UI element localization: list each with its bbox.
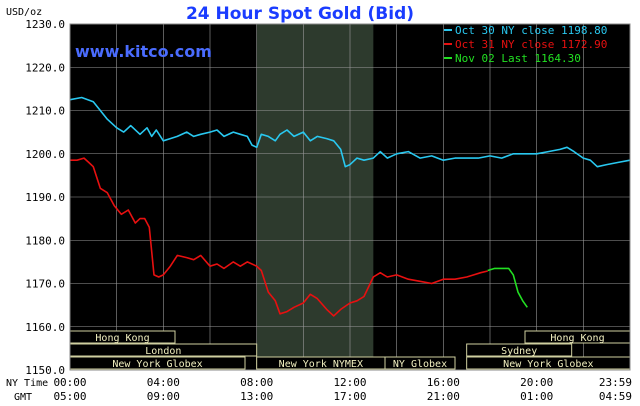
x-tick-label-ny: 12:00	[333, 376, 366, 389]
y-tick-label: 1230.0	[25, 18, 65, 31]
session-label: New York Globex	[503, 359, 593, 370]
x-tick-label-gmt: 05:00	[53, 390, 86, 403]
series-line	[487, 267, 528, 308]
y-tick-label: 1180.0	[25, 234, 65, 247]
series-line	[70, 157, 488, 317]
x-tick-label-gmt: 21:00	[427, 390, 460, 403]
series-lines	[69, 96, 631, 317]
y-tick-label: 1160.0	[25, 321, 65, 334]
session-label: New York NYMEX	[279, 359, 363, 370]
x-tick-label-gmt: 09:00	[147, 390, 180, 403]
y-tick-label: 1210.0	[25, 105, 65, 118]
x-tick-label-ny: 16:00	[427, 376, 460, 389]
y-tick-label: 1200.0	[25, 148, 65, 161]
session-bar: Hong Kong	[69, 330, 176, 344]
session-bar: Hong Kong	[524, 330, 631, 344]
x-tick-label-gmt: 13:00	[240, 390, 273, 403]
session-label: London	[145, 346, 181, 357]
x-tick-label-gmt: 04:59	[599, 390, 632, 403]
session-label: Sydney	[501, 346, 537, 357]
y-tick-label: 1220.0	[25, 61, 65, 74]
x-tick-label-ny: 04:00	[147, 376, 180, 389]
session-label: New York Globex	[112, 359, 202, 370]
x-row-label-gmt: GMT	[14, 392, 32, 403]
session-label: Hong Kong	[550, 333, 604, 344]
session-label: Hong Kong	[95, 333, 149, 344]
chart-title: 24 Hour Spot Gold (Bid)	[186, 4, 414, 24]
trading-sessions: Hong Kong London New York Globex New York N…	[69, 330, 631, 370]
session-bar: NY Globex	[384, 356, 456, 370]
session-label: NY Globex	[393, 359, 447, 370]
x-tick-label-ny: 00:00	[53, 376, 86, 389]
grid	[70, 24, 630, 370]
session-bar: New York Globex	[466, 356, 631, 370]
session-bar: New York NYMEX	[256, 356, 386, 370]
x-row-label-ny: NY Time	[6, 378, 48, 389]
x-tick-label-ny: 08:00	[240, 376, 273, 389]
y-tick-label: 1170.0	[25, 278, 65, 291]
date-label: November 02, 2014 18:35	[452, 10, 604, 23]
legend-entry: Nov 02 Last 1164.30	[455, 52, 581, 65]
series-line	[69, 96, 631, 168]
session-bar: New York Globex	[69, 356, 246, 370]
watermark: www.kitco.com	[75, 42, 212, 61]
x-tick-label-ny: 20:00	[520, 376, 553, 389]
session-bar: Sydney	[466, 343, 573, 357]
y-tick-label: 1150.0	[25, 364, 65, 377]
x-tick-label-gmt: 17:00	[333, 390, 366, 403]
y-axis: 1230.0 1220.0 1210.0 1200.0 1190.0 1180.0 1170…	[25, 18, 65, 377]
session-bar: London	[69, 343, 258, 357]
legend-entry: Oct 30 NY close 1198.80	[455, 24, 607, 37]
legend-entry: Oct 31 NY close 1172.90	[455, 38, 607, 51]
y-axis-unit: USD/oz	[6, 7, 42, 18]
plot-border	[69, 23, 631, 371]
x-tick-label-ny: 23:59	[599, 376, 632, 389]
x-tick-label-gmt: 01:00	[520, 390, 553, 403]
y-tick-label: 1190.0	[25, 191, 65, 204]
